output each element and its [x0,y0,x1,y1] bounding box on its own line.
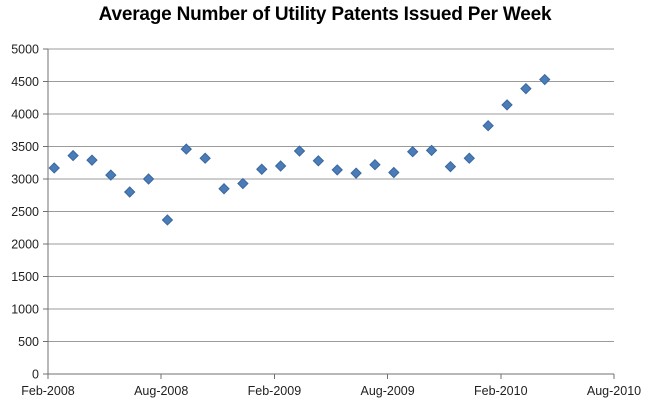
data-point-marker [218,183,230,195]
y-tick-label: 3000 [11,173,39,187]
y-tick-label: 0 [32,368,39,382]
data-point-marker [331,164,343,176]
data-point-marker [444,160,457,173]
data-point-marker [86,154,98,166]
data-point-marker [406,145,419,158]
data-point-marker [237,177,249,190]
data-point-marker [123,186,136,198]
y-tick-label: 2000 [11,238,39,252]
data-point-marker [256,163,268,175]
data-point-marker [425,144,438,157]
data-point-marker [48,162,60,174]
x-tick-label: Aug-2009 [360,384,414,398]
data-point-marker [67,149,79,162]
y-tick-label: 1500 [11,270,39,284]
data-point-marker [274,160,287,172]
chart-title: Average Number of Utility Patents Issued… [98,4,552,25]
x-tick-label: Feb-2008 [21,384,75,398]
x-tick-label: Aug-2008 [134,384,188,398]
data-point-marker [142,173,155,185]
data-points-group [48,73,551,226]
data-point-marker [180,143,193,155]
y-tick-label: 5000 [11,43,39,57]
tick-labels-group: 0 500 1000 1500 2000 2500 3000 3500 4000 4500 5000… [11,43,641,399]
gridlines-group [48,48,614,342]
data-point-marker [350,167,362,179]
data-point-marker [312,155,325,167]
x-tick-label: Aug-2010 [587,384,641,398]
x-tick-label: Feb-2010 [474,384,528,398]
y-tick-label: 3500 [11,140,39,154]
x-tick-label: Feb-2009 [248,384,302,398]
data-point-marker [293,145,306,157]
y-tick-label: 500 [18,335,39,349]
data-point-marker [388,166,400,179]
y-tick-label: 4500 [11,75,39,89]
data-point-marker [482,119,494,132]
y-tick-label: 4000 [11,108,39,122]
data-point-marker [501,99,513,111]
data-point-marker [161,214,174,226]
data-point-marker [105,169,117,181]
data-point-marker [463,152,476,164]
data-point-marker [369,158,381,171]
y-tick-label: 1000 [11,303,39,317]
data-point-marker [539,73,551,86]
axes-group [43,48,615,379]
data-point-marker [199,152,211,164]
y-tick-label: 2500 [11,205,39,219]
data-point-marker [520,82,532,95]
